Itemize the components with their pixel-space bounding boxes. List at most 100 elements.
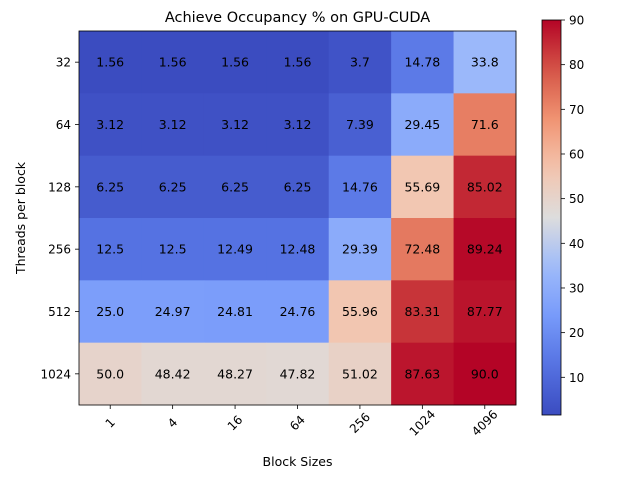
cell-value-label: 90.0 bbox=[471, 366, 499, 381]
heatmap-cell bbox=[453, 93, 517, 157]
heatmap-cell bbox=[328, 218, 392, 281]
heatmap-cell bbox=[453, 280, 517, 344]
heatmap-cell bbox=[141, 155, 205, 219]
colorbar-tick-label: 70 bbox=[569, 103, 584, 117]
cell-value-label: 50.0 bbox=[96, 366, 124, 381]
heatmap-cell bbox=[453, 218, 517, 281]
heatmap-cell bbox=[141, 218, 205, 281]
colorbar-tick-label: 10 bbox=[569, 371, 584, 385]
colorbar-tick-label: 60 bbox=[569, 147, 584, 161]
heatmap-cell bbox=[141, 342, 205, 406]
heatmap-cell bbox=[203, 155, 267, 219]
cell-value-label: 3.12 bbox=[96, 117, 124, 132]
heatmap-cell bbox=[203, 93, 267, 157]
colorbar-tick-label: 40 bbox=[569, 237, 584, 251]
cell-value-label: 33.8 bbox=[471, 55, 499, 70]
heatmap-cell bbox=[266, 342, 330, 406]
y-tick-label: 1024 bbox=[40, 367, 71, 381]
colorbar-tick-label: 50 bbox=[569, 192, 584, 206]
cell-value-label: 83.31 bbox=[404, 304, 440, 319]
cell-value-label: 24.97 bbox=[155, 304, 191, 319]
heatmap-cell bbox=[203, 342, 267, 406]
heatmap-cell bbox=[266, 155, 330, 219]
cell-value-label: 24.81 bbox=[217, 304, 253, 319]
colorbar-tick-label: 30 bbox=[569, 281, 584, 295]
cell-value-label: 24.76 bbox=[280, 304, 316, 319]
cell-value-label: 14.78 bbox=[404, 55, 440, 70]
heatmap-cell bbox=[266, 280, 330, 344]
x-tick-label: 16 bbox=[225, 413, 246, 434]
cell-value-label: 1.56 bbox=[96, 55, 124, 70]
heatmap-cell bbox=[79, 280, 142, 344]
y-axis: 32 64 128 256 512 1024 bbox=[40, 56, 79, 381]
heatmap-cell bbox=[328, 280, 392, 344]
colorbar-ticks: 10 20 30 40 50 60 70 80 90 bbox=[561, 14, 584, 385]
heatmap-cell bbox=[453, 31, 517, 94]
heatmap-cell bbox=[391, 342, 454, 406]
heatmap-cell bbox=[141, 31, 205, 94]
cell-value-label: 87.77 bbox=[467, 304, 503, 319]
x-tick-label: 1 bbox=[103, 415, 118, 430]
cell-value-label: 25.0 bbox=[96, 304, 124, 319]
heatmap-cell bbox=[141, 93, 205, 157]
y-tick-label: 32 bbox=[56, 56, 71, 70]
heatmap-cell bbox=[391, 218, 454, 281]
chart-title: Achieve Occupancy % on GPU-CUDA bbox=[165, 10, 430, 26]
cell-value-label: 55.96 bbox=[342, 304, 378, 319]
cell-value-label: 1.56 bbox=[159, 55, 187, 70]
heatmap-cell bbox=[266, 31, 330, 94]
heatmap-cell bbox=[328, 155, 392, 219]
cell-value-label: 51.02 bbox=[342, 366, 378, 381]
x-tick-label: 64 bbox=[287, 413, 308, 434]
heatmap-cell bbox=[391, 280, 454, 344]
cell-value-label: 72.48 bbox=[404, 242, 440, 257]
cell-value-label: 1.56 bbox=[221, 55, 249, 70]
heatmap-cell bbox=[391, 93, 454, 157]
heatmap-cell bbox=[391, 155, 454, 219]
cell-value-label: 12.48 bbox=[280, 242, 316, 257]
cell-value-label: 12.5 bbox=[159, 242, 187, 257]
heatmap-cell-labels: 1.56 1.56 1.56 1.56 3.7 14.78 33.8 3.12 3.12 3.12… bbox=[96, 55, 502, 382]
cell-value-label: 48.42 bbox=[155, 366, 191, 381]
x-tick-label: 4 bbox=[165, 415, 180, 430]
cell-value-label: 71.6 bbox=[471, 117, 499, 132]
heatmap-cell bbox=[328, 93, 392, 157]
y-axis-label: Threads per block bbox=[13, 161, 28, 275]
heatmap-cell bbox=[79, 93, 142, 157]
heatmap-cell bbox=[203, 31, 267, 94]
cell-value-label: 3.12 bbox=[284, 117, 312, 132]
cell-value-label: 12.5 bbox=[96, 242, 124, 257]
cell-value-label: 29.45 bbox=[404, 117, 440, 132]
heatmap-cell bbox=[79, 218, 142, 281]
heatmap-cell bbox=[266, 93, 330, 157]
cell-value-label: 85.02 bbox=[467, 179, 503, 194]
cell-value-label: 6.25 bbox=[96, 179, 124, 194]
cell-value-label: 1.56 bbox=[284, 55, 312, 70]
colorbar-tick-label: 20 bbox=[569, 326, 584, 340]
cell-value-label: 6.25 bbox=[284, 179, 312, 194]
cell-value-label: 14.76 bbox=[342, 179, 378, 194]
heatmap-cell bbox=[328, 342, 392, 406]
x-axis-label: Block Sizes bbox=[263, 454, 333, 469]
x-axis: 1 4 16 64 256 1024 4096 bbox=[103, 405, 501, 439]
heatmap-cell bbox=[453, 342, 517, 406]
heatmap-cell bbox=[79, 31, 142, 94]
cell-value-label: 29.39 bbox=[342, 242, 378, 257]
heatmap-cell bbox=[79, 342, 142, 406]
cell-value-label: 48.27 bbox=[217, 366, 253, 381]
heatmap-cell bbox=[203, 218, 267, 281]
cell-value-label: 3.12 bbox=[159, 117, 187, 132]
cell-value-label: 3.7 bbox=[350, 55, 370, 70]
x-tick-label: 1024 bbox=[407, 407, 438, 438]
colorbar bbox=[541, 19, 562, 416]
heatmap-cell bbox=[391, 31, 454, 94]
cell-value-label: 6.25 bbox=[159, 179, 187, 194]
cell-value-label: 89.24 bbox=[467, 242, 503, 257]
y-tick-label: 512 bbox=[48, 305, 71, 319]
heatmap-cell bbox=[328, 31, 392, 94]
y-tick-label: 128 bbox=[48, 180, 71, 194]
cell-value-label: 6.25 bbox=[221, 179, 249, 194]
heatmap-cell bbox=[266, 218, 330, 281]
